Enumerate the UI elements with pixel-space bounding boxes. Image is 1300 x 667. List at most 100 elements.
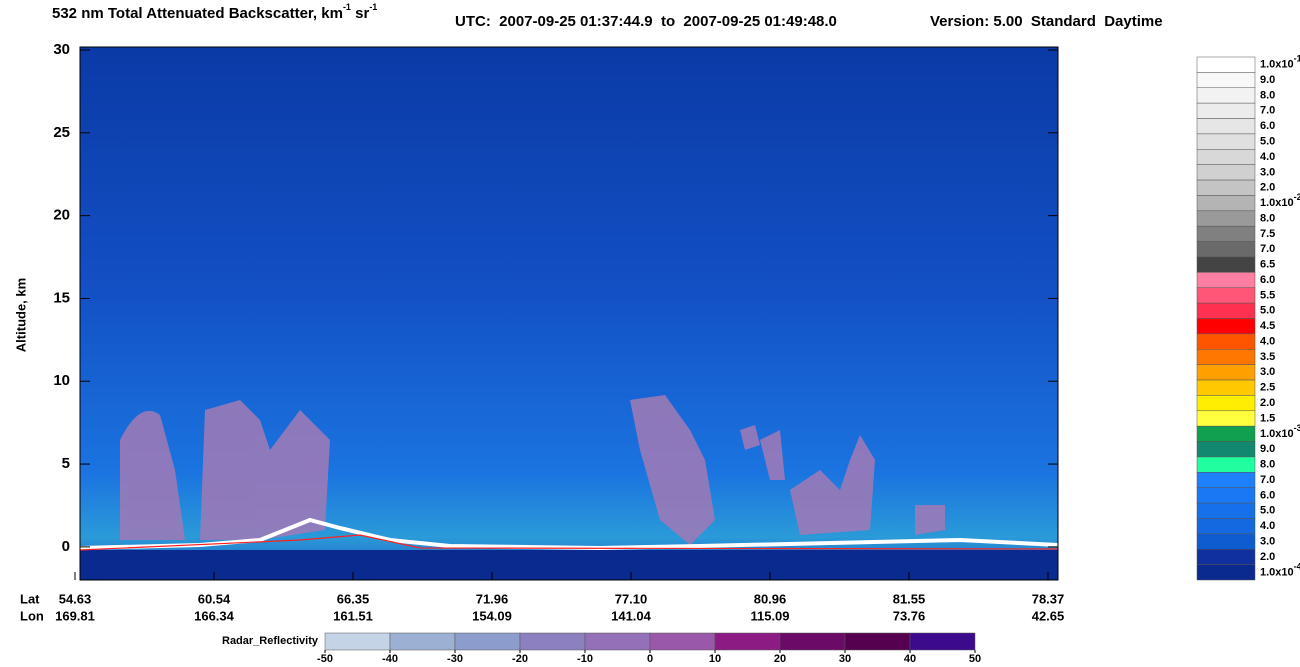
y-tick-label: 30 bbox=[53, 41, 70, 58]
version: Version: 5.00 Standard Daytime bbox=[930, 13, 1163, 30]
colorbar-swatch bbox=[1196, 164, 1256, 181]
x-tick-label: 80.96 bbox=[754, 591, 787, 606]
colorbar-swatch bbox=[1196, 133, 1256, 150]
colorbar-swatch bbox=[1196, 272, 1256, 288]
x-tick-label: 141.04 bbox=[611, 608, 652, 623]
colorbar-swatch bbox=[1196, 395, 1256, 412]
colorbar-label: 1.0x10-1 bbox=[1260, 54, 1300, 71]
colorbar-label: 1.0x10-2 bbox=[1260, 193, 1300, 210]
radar-colorbar-swatch bbox=[714, 632, 781, 651]
colorbar-label: 4.0 bbox=[1260, 151, 1275, 163]
colorbar-swatch bbox=[1196, 302, 1256, 319]
colorbar-swatch bbox=[1196, 87, 1256, 104]
colorbar-label: 2.0 bbox=[1260, 551, 1275, 563]
colorbar-label: 7.0 bbox=[1260, 105, 1275, 117]
radar-tick-label: -30 bbox=[447, 653, 463, 665]
colorbar-label: 5.5 bbox=[1260, 289, 1275, 301]
chart-title: 532 nm Total Attenuated Backscatter, km-… bbox=[52, 2, 377, 22]
colorbar-swatch bbox=[1196, 333, 1256, 350]
radar-tick-label: 40 bbox=[904, 653, 916, 665]
colorbar-swatch bbox=[1196, 179, 1256, 196]
colorbar-swatch bbox=[1196, 533, 1256, 550]
colorbar-swatch bbox=[1196, 210, 1256, 227]
x-row-name: Lat bbox=[20, 591, 40, 606]
colorbar-label: 5.0 bbox=[1260, 305, 1275, 317]
colorbar-swatch bbox=[1196, 548, 1256, 565]
colorbar-swatch bbox=[1196, 149, 1256, 165]
colorbar-label-exp: -3 bbox=[1294, 423, 1300, 433]
colorbar-label: 8.0 bbox=[1260, 89, 1275, 101]
colorbar-swatch bbox=[1196, 195, 1256, 212]
colorbar-label: 6.5 bbox=[1260, 259, 1275, 271]
colorbar-label: 8.0 bbox=[1260, 212, 1275, 224]
radar-tick-label: 30 bbox=[839, 653, 851, 665]
x-tick-label: 73.76 bbox=[893, 608, 926, 623]
colorbar-swatch bbox=[1196, 225, 1256, 242]
colorbar-swatch bbox=[1196, 518, 1256, 535]
utc-range: UTC: 2007-09-25 01:37:44.9 to 2007-09-25… bbox=[455, 13, 837, 30]
x-tick-label: 71.96 bbox=[476, 591, 509, 606]
y-tick-label: 15 bbox=[53, 289, 70, 306]
plot-area bbox=[79, 46, 1059, 581]
colorbar-label: 2.0 bbox=[1260, 397, 1275, 409]
radar-colorbar-swatch bbox=[454, 632, 521, 651]
colorbar-label-base: 1.0x10 bbox=[1260, 197, 1294, 209]
radar-tick-label: -50 bbox=[317, 653, 333, 665]
y-tick-label: 5 bbox=[62, 455, 70, 472]
radar-colorbar-swatch bbox=[844, 632, 911, 651]
colorbar-label: 7.5 bbox=[1260, 228, 1275, 240]
colorbar-label-exp: -2 bbox=[1294, 193, 1300, 203]
cloud-layer bbox=[120, 395, 945, 545]
colorbar-label: 3.0 bbox=[1260, 166, 1275, 178]
colorbar-label: 6.0 bbox=[1260, 274, 1275, 286]
colorbar-swatch bbox=[1196, 487, 1256, 504]
colorbar-label: 6.0 bbox=[1260, 120, 1275, 132]
colorbar-swatch bbox=[1196, 425, 1256, 442]
radar-colorbar-swatch bbox=[649, 632, 716, 651]
colorbar-label-exp: -1 bbox=[1294, 54, 1300, 64]
plot-frame bbox=[79, 46, 1059, 581]
colorbar-label: 4.0 bbox=[1260, 335, 1275, 347]
title-exp: -1 bbox=[369, 2, 377, 12]
x-tick-label: 81.55 bbox=[893, 591, 926, 606]
colorbar-swatch bbox=[1196, 72, 1256, 89]
x-tick-label: 66.35 bbox=[337, 591, 370, 606]
title-unit: sr bbox=[351, 5, 370, 22]
x-tick-label: 169.81 bbox=[55, 608, 95, 623]
title-text: 532 nm Total Attenuated Backscatter, km bbox=[52, 5, 343, 22]
colorbar-label: 3.0 bbox=[1260, 535, 1275, 547]
colorbar-label-base: 1.0x10 bbox=[1260, 428, 1294, 440]
colorbar-swatch bbox=[1196, 102, 1256, 119]
colorbar-swatch bbox=[1196, 410, 1256, 427]
title-exp: -1 bbox=[343, 2, 351, 12]
x-tick-label: 154.09 bbox=[472, 608, 512, 623]
colorbar-label-base: 1.0x10 bbox=[1260, 59, 1294, 71]
colorbar-label: 9.0 bbox=[1260, 443, 1275, 455]
colorbar-swatch bbox=[1196, 379, 1256, 396]
colorbar-label: 1.0x10-4 bbox=[1260, 562, 1300, 579]
radar-colorbar-swatch bbox=[389, 632, 456, 651]
colorbar-swatch bbox=[1196, 441, 1256, 458]
x-tick-label: 42.65 bbox=[1032, 608, 1065, 623]
x-row-name: Lon bbox=[20, 608, 44, 623]
colorbar-swatch bbox=[1196, 564, 1256, 581]
radar-colorbar-swatch bbox=[909, 632, 976, 651]
surface-line bbox=[79, 534, 1059, 551]
x-tick-label: 54.63 bbox=[59, 591, 92, 606]
colorbar-swatch bbox=[1196, 56, 1256, 73]
colorbar-label: 2.5 bbox=[1260, 382, 1275, 394]
radar-tick-label: 20 bbox=[774, 653, 786, 665]
y-tick-label: 25 bbox=[53, 124, 70, 141]
radar-colorbar-swatch bbox=[519, 632, 586, 651]
colorbar-label-base: 1.0x10 bbox=[1260, 566, 1294, 578]
y-tick-label: 20 bbox=[53, 207, 70, 224]
colorbar-label: 3.0 bbox=[1260, 366, 1275, 378]
radar-colorbar-label: Radar_Reflectivity bbox=[222, 635, 319, 647]
colorbar-label: 9.0 bbox=[1260, 74, 1275, 86]
x-tick-label: 166.34 bbox=[194, 608, 235, 623]
y-tick-label: 10 bbox=[53, 372, 70, 389]
colorbar-label: 7.0 bbox=[1260, 243, 1275, 255]
colorbar-label: 7.0 bbox=[1260, 474, 1275, 486]
